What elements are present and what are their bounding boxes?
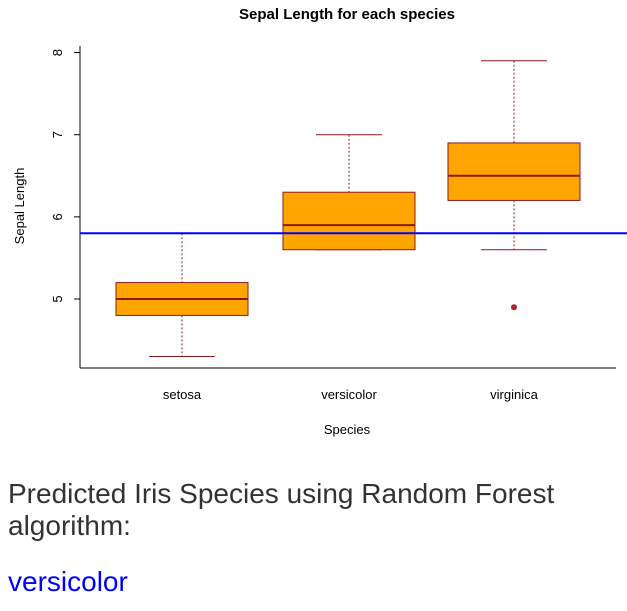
- y-tick-label: 7: [50, 131, 65, 138]
- x-tick-label: versicolor: [321, 387, 377, 402]
- y-tick-label: 8: [50, 49, 65, 56]
- prediction-heading: Predicted Iris Species using Random Fore…: [8, 478, 555, 541]
- outlier-point: [511, 304, 517, 311]
- y-tick-label: 5: [50, 295, 65, 302]
- chart-title: Sepal Length for each species: [239, 6, 455, 23]
- x-axis-label: Species: [324, 422, 371, 437]
- predicted-species: versicolor: [8, 566, 128, 597]
- box-virginica: [447, 142, 581, 201]
- x-tick-label: setosa: [163, 387, 202, 402]
- x-tick-label: virginica: [490, 387, 538, 402]
- box-versicolor: [282, 191, 416, 251]
- boxplot-chart: Sepal Length for each species Species Se…: [12, 6, 627, 437]
- y-tick-label: 6: [50, 213, 65, 220]
- y-axis-label: Sepal Length: [12, 168, 27, 245]
